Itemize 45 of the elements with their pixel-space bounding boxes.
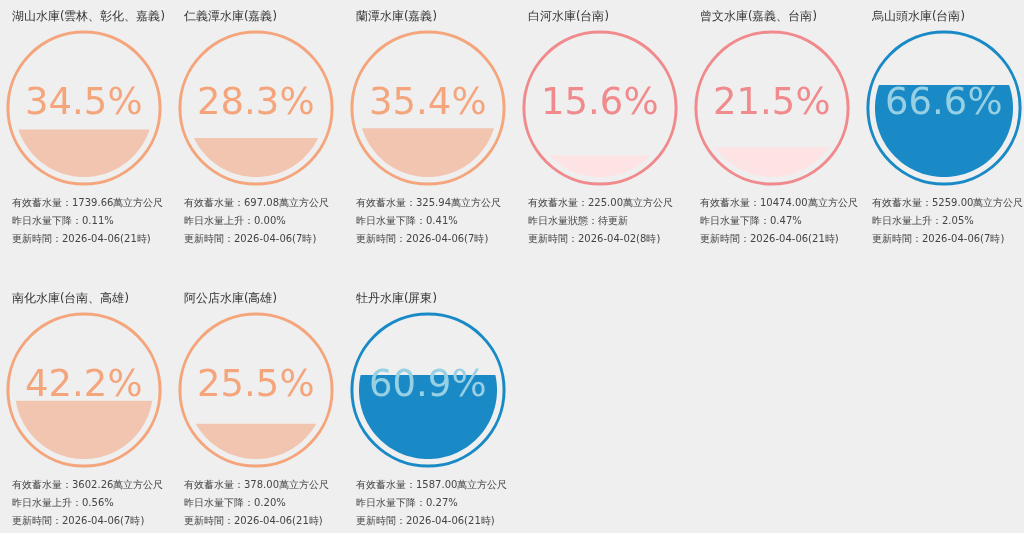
data-label: 42.2% bbox=[25, 362, 143, 405]
text: 有效蓄水量：1587.00萬立方公尺 bbox=[356, 478, 509, 492]
text: 牡丹水庫(屏東) bbox=[356, 291, 437, 306]
text: 更新時間：2026-04-06(7時) bbox=[872, 232, 1006, 246]
text: 仁義潭水庫(嘉義) bbox=[184, 9, 277, 24]
text: 昨日水量上升：0.00% bbox=[184, 214, 287, 228]
data-label: 34.5% bbox=[25, 80, 143, 123]
text: 昨日水量下降：0.27% bbox=[356, 496, 459, 510]
data-label: 60.9% bbox=[369, 362, 487, 405]
text: 更新時間：2026-04-06(21時) bbox=[184, 514, 324, 528]
text: 有效蓄水量：225.00萬立方公尺 bbox=[528, 196, 674, 210]
text: 昨日水量狀態：待更新 bbox=[528, 214, 629, 228]
text: 昨日水量下降：0.20% bbox=[184, 496, 287, 510]
text: 曾文水庫(嘉義、台南) bbox=[700, 9, 817, 24]
text: 更新時間：2026-04-06(21時) bbox=[356, 514, 496, 528]
text: 有效蓄水量：3602.26萬立方公尺 bbox=[12, 478, 165, 492]
text: 昨日水量下降：0.41% bbox=[356, 214, 459, 228]
text: 昨日水量上升：0.56% bbox=[12, 496, 115, 510]
text: 更新時間：2026-04-06(7時) bbox=[184, 232, 318, 246]
text: 白河水庫(台南) bbox=[528, 9, 609, 24]
text: 有效蓄水量：697.08萬立方公尺 bbox=[184, 196, 330, 210]
text: 阿公店水庫(高雄) bbox=[184, 291, 277, 306]
data-label: 25.5% bbox=[197, 362, 315, 405]
text: 蘭潭水庫(嘉義) bbox=[356, 9, 437, 24]
data-label: 66.6% bbox=[885, 80, 1003, 123]
text: 有效蓄水量：378.00萬立方公尺 bbox=[184, 478, 330, 492]
data-label: 21.5% bbox=[713, 80, 831, 123]
text: 更新時間：2026-04-06(7時) bbox=[12, 514, 146, 528]
text: 更新時間：2026-04-06(7時) bbox=[356, 232, 490, 246]
text: 有效蓄水量：325.94萬立方公尺 bbox=[356, 196, 502, 210]
text: 昨日水量下降：0.11% bbox=[12, 214, 115, 228]
text: 更新時間：2026-04-06(21時) bbox=[12, 232, 152, 246]
data-label: 28.3% bbox=[197, 80, 315, 123]
text: 有效蓄水量：10474.00萬立方公尺 bbox=[700, 196, 859, 210]
text: 南化水庫(台南、高雄) bbox=[12, 291, 129, 306]
text: 有效蓄水量：5259.00萬立方公尺 bbox=[872, 196, 1024, 210]
text: 烏山頭水庫(台南) bbox=[872, 9, 965, 24]
text: 湖山水庫(雲林、彰化、嘉義) bbox=[12, 9, 165, 24]
text: 昨日水量下降：0.47% bbox=[700, 214, 803, 228]
data-label: 35.4% bbox=[369, 80, 487, 123]
data-label: 15.6% bbox=[541, 80, 659, 123]
text: 有效蓄水量：1739.66萬立方公尺 bbox=[12, 196, 165, 210]
text: 昨日水量上升：2.05% bbox=[872, 214, 975, 228]
text: 更新時間：2026-04-06(21時) bbox=[700, 232, 840, 246]
text: 更新時間：2026-04-02(8時) bbox=[528, 232, 662, 246]
